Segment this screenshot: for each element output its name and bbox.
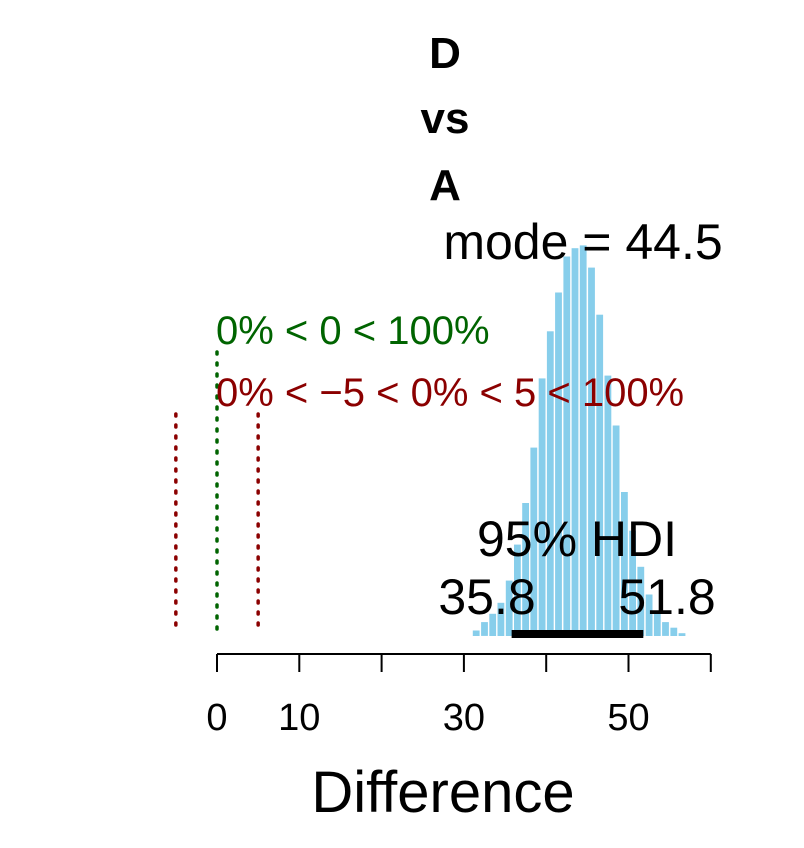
hdi-low-label: 35.8 <box>438 569 535 625</box>
x-tick-label-0: 0 <box>206 697 227 739</box>
histogram-bar-15 <box>596 314 604 636</box>
histogram-bar-2 <box>489 613 497 636</box>
histogram-bar-19 <box>629 530 636 636</box>
title-line-3: A <box>429 161 461 210</box>
histogram-bar-8 <box>538 378 546 636</box>
histogram-bar-4 <box>505 580 513 636</box>
x-axis: 0 10 30 50 <box>206 653 712 739</box>
histogram-bar-24 <box>670 627 678 636</box>
histogram-bar-20 <box>637 566 645 637</box>
x-axis-label: Difference <box>311 760 574 825</box>
x-tick-label-30: 30 <box>443 697 485 739</box>
histogram-bar-11 <box>563 256 571 636</box>
histogram-bar-1 <box>481 622 488 636</box>
x-tick-label-10: 10 <box>278 697 320 739</box>
histogram-bar-17 <box>612 425 620 636</box>
histogram-bar-25 <box>678 633 686 636</box>
hdi-high-label: 51.8 <box>618 569 715 625</box>
histogram-bar-22 <box>653 611 661 636</box>
histogram-bar-16 <box>604 375 612 636</box>
title-line-1: D <box>429 29 461 78</box>
histogram-bar-12 <box>571 248 579 636</box>
x-tick-label-50: 50 <box>607 697 649 739</box>
histogram-bar-18 <box>621 492 628 636</box>
histogram-bar-7 <box>530 447 538 636</box>
rope-label: 0% < −5 < 0% < 5 < 100% <box>216 371 684 415</box>
histogram-bar-23 <box>662 622 669 636</box>
hdi-label: 95% HDI <box>477 511 677 567</box>
histogram-bars <box>472 245 686 637</box>
mode-label: mode = 44.5 <box>443 214 722 270</box>
reference-lines <box>174 350 260 638</box>
title-line-2: vs <box>421 94 470 143</box>
histogram-bar-5 <box>514 544 521 636</box>
histogram-bar-3 <box>497 602 505 636</box>
histogram-bar-10 <box>555 292 562 636</box>
histogram-bar-9 <box>546 331 554 636</box>
histogram-bar-21 <box>645 594 653 636</box>
histogram-bar-13 <box>579 245 587 636</box>
histogram-bar-0 <box>472 630 480 636</box>
histogram-bar-6 <box>522 503 529 636</box>
comparison-label: 0% < 0 < 100% <box>216 309 490 353</box>
histogram-bar-14 <box>588 267 595 636</box>
